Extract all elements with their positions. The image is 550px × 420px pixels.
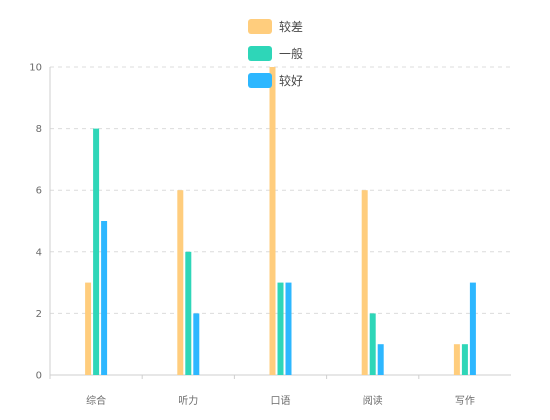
bar-阅读-一般[interactable]: [369, 313, 376, 375]
y-tick-label: 6: [36, 186, 42, 197]
legend-label[interactable]: 较好: [279, 73, 303, 88]
bar-综合-较差[interactable]: [85, 282, 92, 375]
gridlines: [50, 66, 511, 314]
legend-label[interactable]: 较差: [279, 19, 303, 34]
bar-听力-较好[interactable]: [193, 313, 200, 375]
bar-写作-一般[interactable]: [461, 344, 468, 375]
bar-口语-一般[interactable]: [277, 282, 284, 375]
legend-label[interactable]: 一般: [279, 46, 303, 61]
bar-综合-一般[interactable]: [93, 128, 100, 375]
x-tick-label: 口语: [271, 395, 291, 407]
legend-swatch-较好[interactable]: [248, 73, 272, 88]
bar-口语-较好[interactable]: [285, 282, 292, 375]
bar-听力-一般[interactable]: [185, 251, 192, 375]
bar-写作-较好[interactable]: [469, 282, 476, 375]
x-tick-label: 听力: [178, 394, 198, 407]
y-tick-label: 2: [36, 309, 42, 320]
bar-阅读-较差[interactable]: [361, 190, 368, 375]
bar-综合-较好[interactable]: [101, 221, 108, 375]
x-tick-label: 写作: [455, 395, 475, 407]
bar-写作-较差[interactable]: [453, 344, 460, 375]
y-tick-label: 10: [29, 63, 42, 74]
bars: [85, 67, 476, 375]
bar-口语-较差[interactable]: [269, 67, 276, 375]
legend-swatch-较差[interactable]: [248, 19, 272, 34]
y-tick-label: 0: [36, 371, 42, 382]
bar-听力-较差[interactable]: [177, 190, 184, 375]
legend-swatch-一般[interactable]: [248, 46, 272, 61]
x-tick-label: 阅读: [363, 394, 383, 407]
y-tick-label: 4: [36, 247, 42, 258]
bar-阅读-较好[interactable]: [377, 344, 384, 375]
x-tick-label: 综合: [86, 394, 106, 407]
y-tick-label: 8: [36, 124, 42, 135]
